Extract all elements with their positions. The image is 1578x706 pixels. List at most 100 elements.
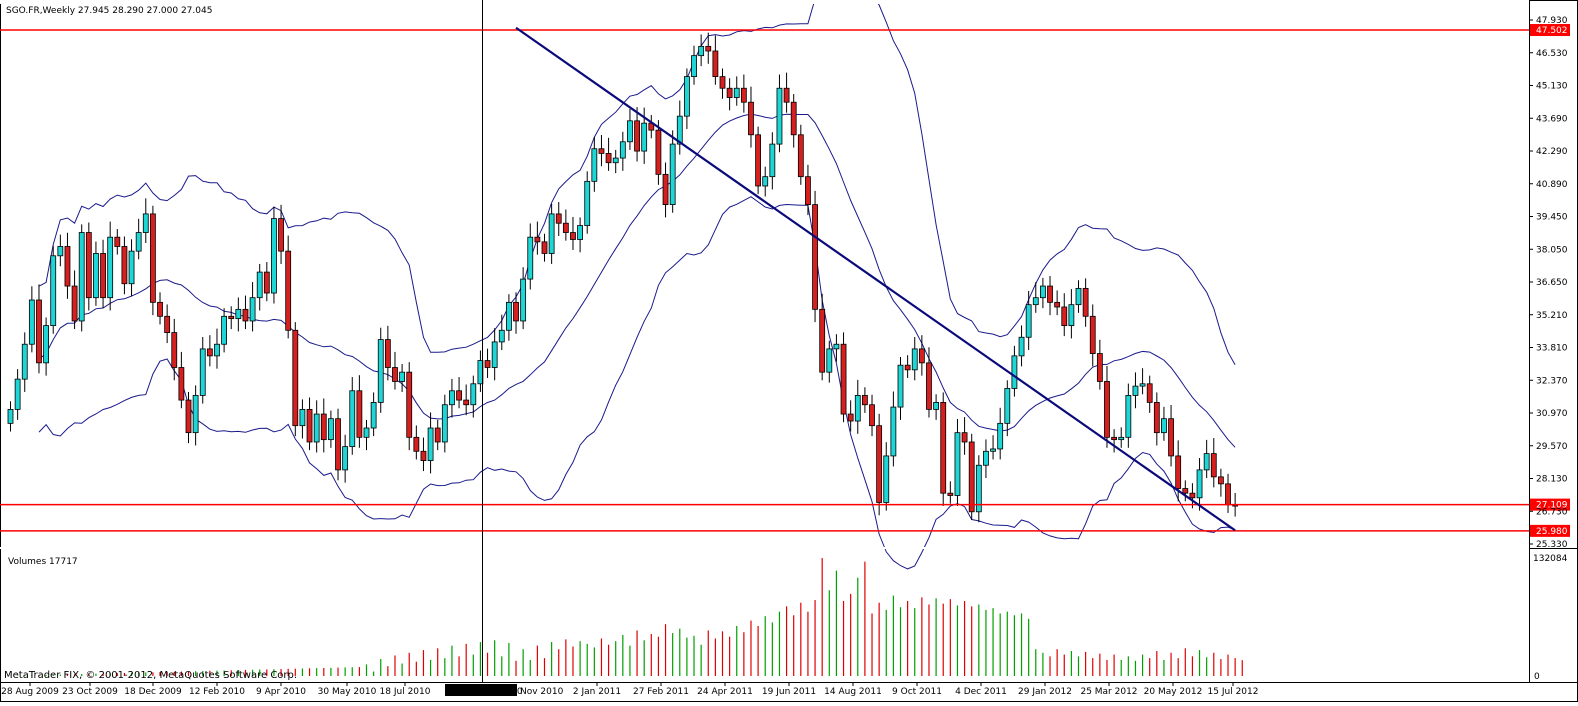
candle [178,351,185,409]
candle [1146,375,1153,413]
time-tick-label: 20 May 2012 [1144,687,1203,697]
candle [1196,458,1203,511]
candle [940,392,947,506]
symbol-header: SGO.FR,Weekly 27.945 28.290 27.000 27.04… [6,6,212,16]
candle [192,385,199,446]
candle [954,418,961,506]
candle [605,137,612,171]
time-tick-label: 30 May 2010 [318,687,377,697]
level-price-tag [1530,24,1570,37]
candle [498,314,505,351]
candle [242,295,249,330]
horizontal-levels[interactable]: 47.502 27.109 25.980 [0,24,1570,537]
candle [776,74,783,153]
bollinger-bands [38,0,1236,570]
candle [399,364,406,392]
level-price-tag [1530,524,1570,537]
candle [470,375,477,418]
candle [271,206,277,304]
candle [769,132,776,190]
candle [840,332,847,423]
level-price-label: 47.502 [1536,26,1568,36]
axes: 47.930 46.530 45.130 43.690 42.290 40.890 39.4… [1,16,1568,697]
candle [427,412,434,474]
candle [926,347,932,418]
candle [755,126,761,195]
candle [562,209,569,241]
candle [199,337,206,404]
candle [185,391,192,444]
candle [505,294,512,341]
candle [983,439,989,479]
candle [1018,325,1025,367]
candle [463,384,470,416]
price-tick-label: 42.290 [1536,147,1568,157]
candle [228,306,235,330]
time-tick-label: 23 Oct 2009 [62,687,118,697]
candle [805,164,811,216]
time-tick-label: 9 Oct 2011 [892,687,942,697]
candle [662,162,669,218]
candle [142,198,149,244]
price-tick-label: 46.530 [1536,49,1568,59]
candle [762,166,769,197]
candle [748,86,754,148]
candle [349,377,356,455]
candle [93,241,99,306]
candle [733,76,740,106]
candle [1218,468,1224,497]
candle [598,135,605,167]
candle [1203,439,1210,479]
candle [726,78,733,111]
candle [1096,339,1103,390]
candle [406,362,413,451]
candle [826,340,833,383]
candle [797,124,804,185]
candle [548,203,555,264]
candle [918,335,925,376]
candle [363,419,370,451]
candle [790,94,797,148]
candle [1132,372,1139,409]
candle [1111,429,1117,453]
candle [299,399,306,439]
candle [356,375,363,448]
trendline[interactable] [515,26,1236,532]
candle [36,284,42,374]
candle [1089,304,1096,367]
candle [1161,406,1167,441]
volumes-header: Volumes 17717 [8,557,78,567]
candle [50,245,57,334]
candle [897,357,904,420]
descending-trendline[interactable] [515,26,1236,532]
candle [883,442,890,511]
candle [171,318,178,381]
candle [947,481,954,504]
price-tick-label: 47.930 [1536,16,1568,26]
candle [691,45,697,85]
candle [933,394,939,420]
time-tick-label: 2 Jan 2011 [573,687,621,697]
candle [278,204,284,264]
candle [491,328,498,381]
candle [28,286,35,353]
candle [812,190,818,323]
candle [392,351,398,390]
candle [449,378,455,418]
time-tick-label: 18 Jul 2010 [380,687,431,697]
time-tick-label: Nov 2010 [520,687,564,697]
candle [740,74,747,113]
candle [990,435,996,460]
price-tick-label: 30.970 [1536,409,1568,419]
candle [676,100,683,155]
candle [157,292,163,325]
candle [1104,365,1110,448]
candle [1068,289,1075,339]
price-tick-label: 29.570 [1536,442,1568,452]
time-tick-label: 12 Feb 2010 [189,687,245,697]
band-lower [38,196,1236,570]
candle [634,107,640,162]
candle [7,401,14,432]
